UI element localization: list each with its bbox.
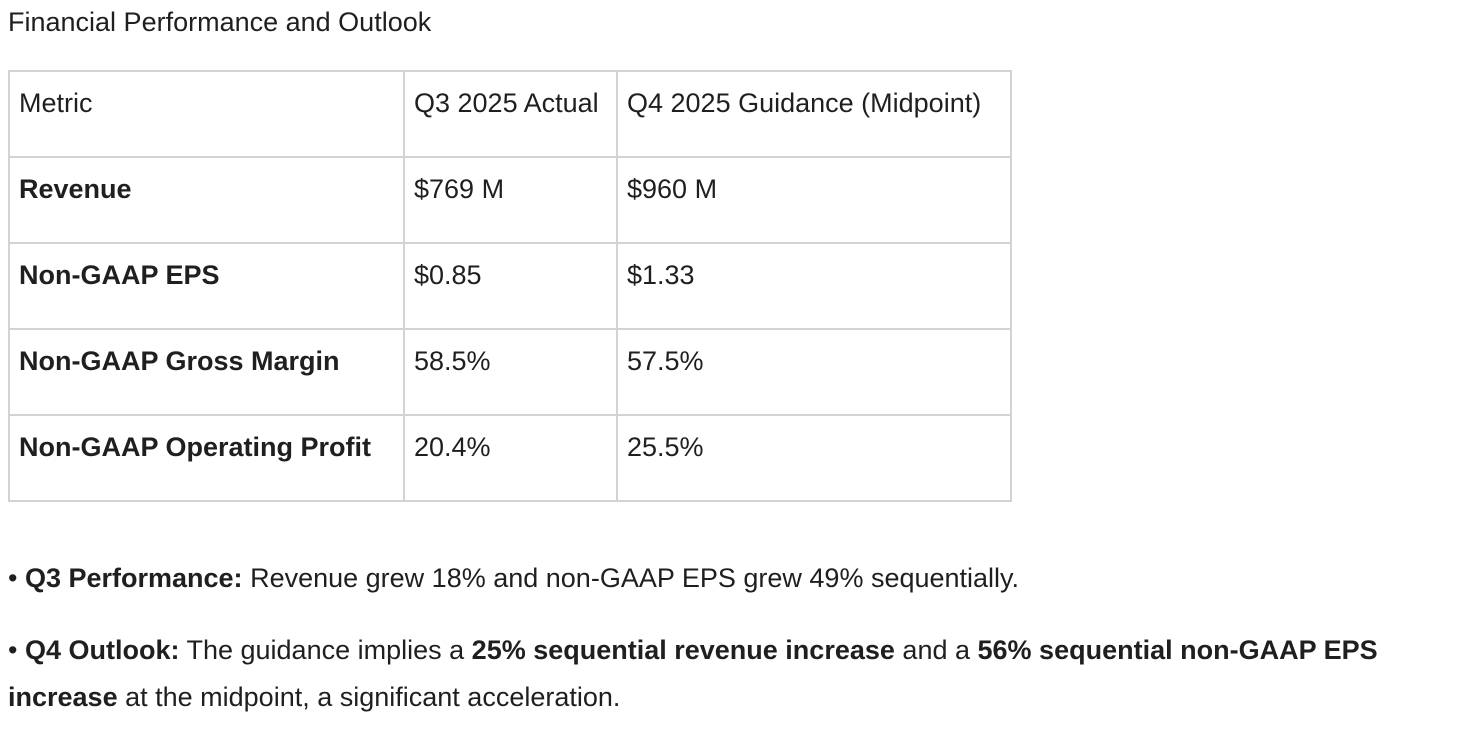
table-row: Revenue $769 M $960 M <box>8 156 1012 244</box>
table-header-row: Metric Q3 2025 Actual Q4 2025 Guidance (… <box>8 70 1012 158</box>
cell-revenue-q3: $769 M <box>403 156 618 244</box>
bullet-emphasis: 56% sequential non-GAAP EPS increase <box>8 635 1378 712</box>
cell-eps-q3: $0.85 <box>403 242 618 330</box>
bullet-text: at the midpoint, a significant accelerat… <box>125 682 621 712</box>
bullet-q3-performance: • Q3 Performance: Revenue grew 18% and n… <box>8 555 1463 602</box>
table-row: Non-GAAP EPS $0.85 $1.33 <box>8 242 1012 330</box>
bullet-emphasis: 25% sequential revenue increase <box>471 635 895 665</box>
bullet-q4-outlook: • Q4 Outlook: The guidance implies a 25%… <box>8 627 1463 721</box>
bullet-label: Q3 Performance: <box>24 563 243 593</box>
header-q3-actual: Q3 2025 Actual <box>403 70 618 158</box>
table-row: Non-GAAP Gross Margin 58.5% 57.5% <box>8 328 1012 416</box>
bullet-text: The guidance implies a <box>186 635 465 665</box>
bullet-label: Q4 Outlook: <box>24 635 180 665</box>
row-label-revenue: Revenue <box>8 156 405 244</box>
cell-revenue-q4: $960 M <box>616 156 1012 244</box>
cell-eps-q4: $1.33 <box>616 242 1012 330</box>
row-label-eps: Non-GAAP EPS <box>8 242 405 330</box>
page-title: Financial Performance and Outlook <box>8 7 432 37</box>
header-q4-guidance: Q4 2025 Guidance (Midpoint) <box>616 70 1012 158</box>
bullet-text: Revenue grew 18% and non-GAAP EPS grew 4… <box>250 563 1020 593</box>
bullet-marker: • <box>8 635 18 665</box>
row-label-operating-profit: Non-GAAP Operating Profit <box>8 414 405 502</box>
bullet-text: and a <box>902 635 970 665</box>
cell-gross-margin-q3: 58.5% <box>403 328 618 416</box>
cell-operating-profit-q4: 25.5% <box>616 414 1012 502</box>
cell-gross-margin-q4: 57.5% <box>616 328 1012 416</box>
financial-metrics-table: Metric Q3 2025 Actual Q4 2025 Guidance (… <box>8 70 1012 502</box>
table-row: Non-GAAP Operating Profit 20.4% 25.5% <box>8 414 1012 502</box>
cell-operating-profit-q3: 20.4% <box>403 414 618 502</box>
header-metric: Metric <box>8 70 405 158</box>
row-label-gross-margin: Non-GAAP Gross Margin <box>8 328 405 416</box>
bullet-marker: • <box>8 563 18 593</box>
